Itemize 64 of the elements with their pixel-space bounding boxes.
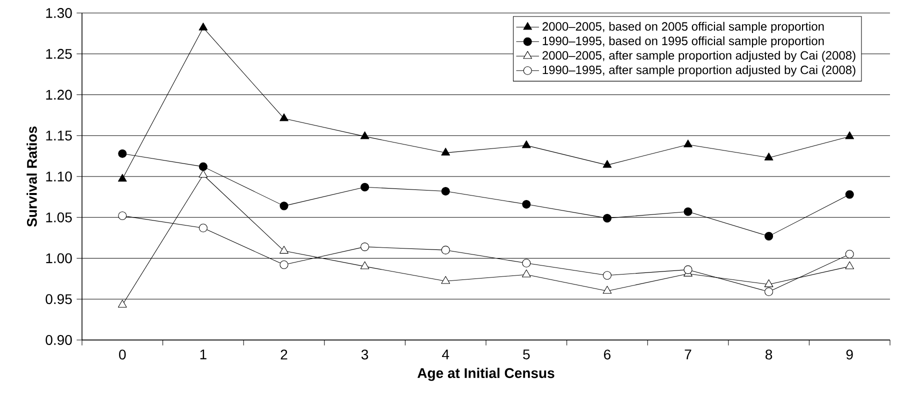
point <box>522 140 531 148</box>
x-tick-label: 6 <box>604 350 610 360</box>
point <box>522 270 531 278</box>
point <box>684 140 692 148</box>
point <box>602 160 612 168</box>
point <box>845 261 854 270</box>
point <box>280 202 288 210</box>
point <box>684 207 692 216</box>
point <box>602 286 612 294</box>
x-tick-label: 7 <box>684 350 692 360</box>
point <box>684 265 692 274</box>
point <box>198 224 208 232</box>
point <box>118 174 127 182</box>
point <box>360 261 370 270</box>
legend-label: 1990–1995, based on 1995 official sample proportion <box>542 36 824 48</box>
point <box>118 211 127 220</box>
x-tick-label: 9 <box>846 350 853 360</box>
y-tick-label: 1.30 <box>46 8 72 18</box>
y-tick-label: 1.25 <box>46 48 72 59</box>
y-tick-label: 1.20 <box>46 90 72 100</box>
point <box>602 214 612 222</box>
y-tick-label: 1.15 <box>46 130 72 141</box>
point <box>198 170 208 178</box>
y-tick-label: 1.10 <box>46 172 72 182</box>
point <box>441 148 450 156</box>
point <box>360 131 370 140</box>
x-tick-label: 3 <box>361 350 368 360</box>
x-tick-label: 0 <box>119 350 126 360</box>
point <box>764 279 774 288</box>
y-tick-label: 0.90 <box>46 335 72 345</box>
point <box>522 200 531 209</box>
y-tick-label: 1.00 <box>46 253 72 264</box>
point <box>522 258 531 268</box>
point <box>118 300 127 308</box>
point <box>845 250 854 258</box>
point <box>602 271 612 280</box>
x-tick-label: 5 <box>523 350 530 360</box>
point <box>441 246 450 254</box>
point <box>441 276 450 284</box>
y-tick-label: 0.95 <box>46 294 72 304</box>
x-tick-label: 2 <box>280 350 288 360</box>
x-axis-title: Age at Initial Census <box>418 368 554 381</box>
point <box>764 288 774 296</box>
legend-label: 1990–1995, after sample proportion adjusted by Cai (2008) <box>542 65 856 77</box>
legend-label: 2000–2005, after sample proportion adjusted by Cai (2008) <box>542 50 856 62</box>
point <box>764 232 774 240</box>
point <box>198 22 208 30</box>
point <box>118 149 127 158</box>
y-axis-title: Survival Ratios <box>26 126 37 227</box>
point <box>764 152 774 160</box>
legend-label: 2000–2005, based on 2005 official sample proportion <box>542 22 824 34</box>
point <box>845 131 854 140</box>
point <box>280 113 288 122</box>
x-tick-label: 8 <box>766 350 772 360</box>
point <box>845 190 854 199</box>
point <box>360 182 370 192</box>
point <box>280 260 288 270</box>
x-tick-label: 4 <box>442 350 450 360</box>
point <box>360 242 370 252</box>
point <box>280 246 288 254</box>
point <box>441 186 450 196</box>
x-tick-label: 1 <box>200 350 206 360</box>
point <box>198 162 208 171</box>
y-tick-label: 1.05 <box>46 212 72 222</box>
